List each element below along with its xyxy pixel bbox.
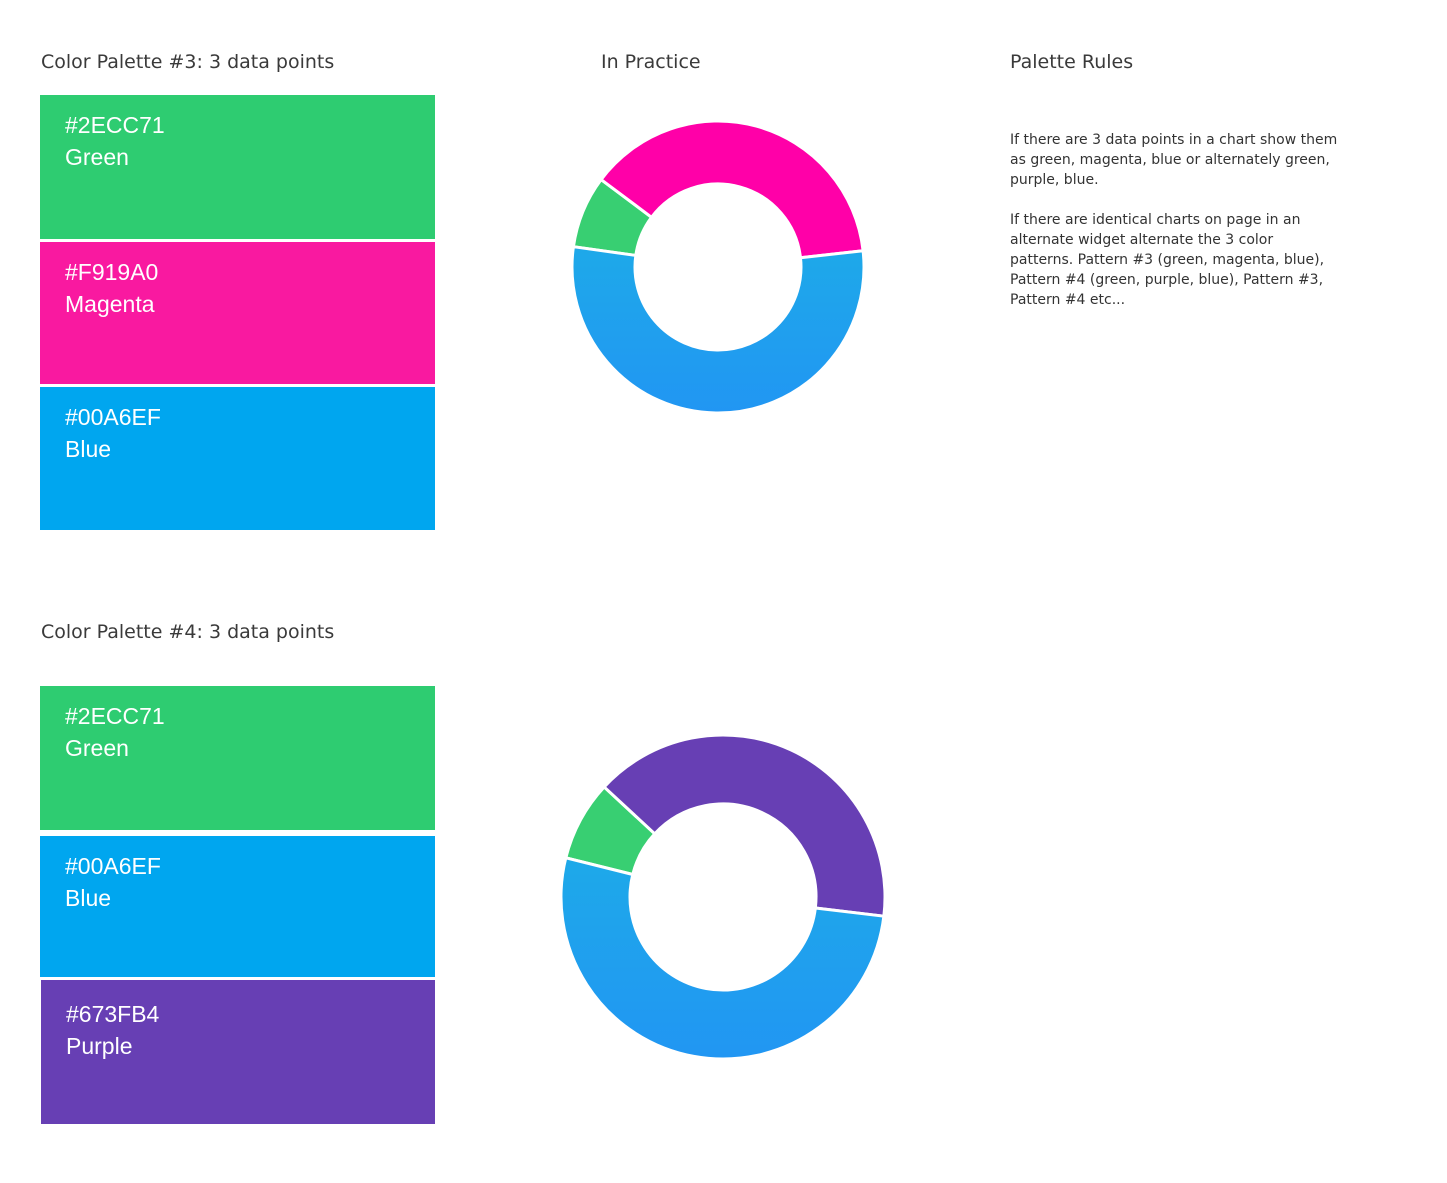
palette3-swatch-green: #2ECC71 Green (40, 95, 435, 239)
donut-chart-palette4 (559, 733, 887, 1061)
donut-slice-2 (570, 245, 866, 415)
palette3-swatch-magenta: #F919A0 Magenta (40, 242, 435, 384)
palette4-swatch-green: #2ECC71 Green (40, 686, 435, 830)
swatch-name: Magenta (65, 291, 155, 317)
rules-paragraph: If there are identical charts on page in… (1010, 212, 1325, 308)
donut-chart-palette3 (570, 119, 866, 415)
swatch-name: Green (65, 735, 129, 761)
palette3-swatch-blue: #00A6EF Blue (40, 387, 435, 530)
swatch-name: Purple (66, 1033, 133, 1059)
swatch-hex: #F919A0 (65, 259, 159, 285)
donut-slice-1 (602, 733, 887, 918)
swatch-hex: #2ECC71 (65, 703, 165, 729)
rules-paragraph: If there are 3 data points in a chart sh… (1010, 132, 1338, 188)
swatch-hex: #00A6EF (65, 853, 161, 879)
palette-rules-text: If there are 3 data points in a chart sh… (1010, 130, 1340, 330)
donut-slice-1 (599, 119, 865, 260)
donut-slice-2 (559, 856, 886, 1061)
palette4-title: Color Palette #4: 3 data points (41, 621, 335, 643)
palette4-swatch-blue: #00A6EF Blue (40, 836, 435, 977)
swatch-name: Blue (65, 885, 112, 911)
swatch-hex: #00A6EF (65, 404, 161, 430)
palette3-title: Color Palette #3: 3 data points (41, 51, 335, 73)
palette-rules-title: Palette Rules (1010, 51, 1134, 73)
swatch-hex: #2ECC71 (65, 112, 165, 138)
swatch-name: Blue (65, 436, 112, 462)
palette4-swatch-purple: #673FB4 Purple (41, 980, 435, 1124)
swatch-name: Green (65, 144, 129, 170)
swatch-hex: #673FB4 (66, 1001, 160, 1027)
in-practice-title: In Practice (601, 51, 701, 73)
